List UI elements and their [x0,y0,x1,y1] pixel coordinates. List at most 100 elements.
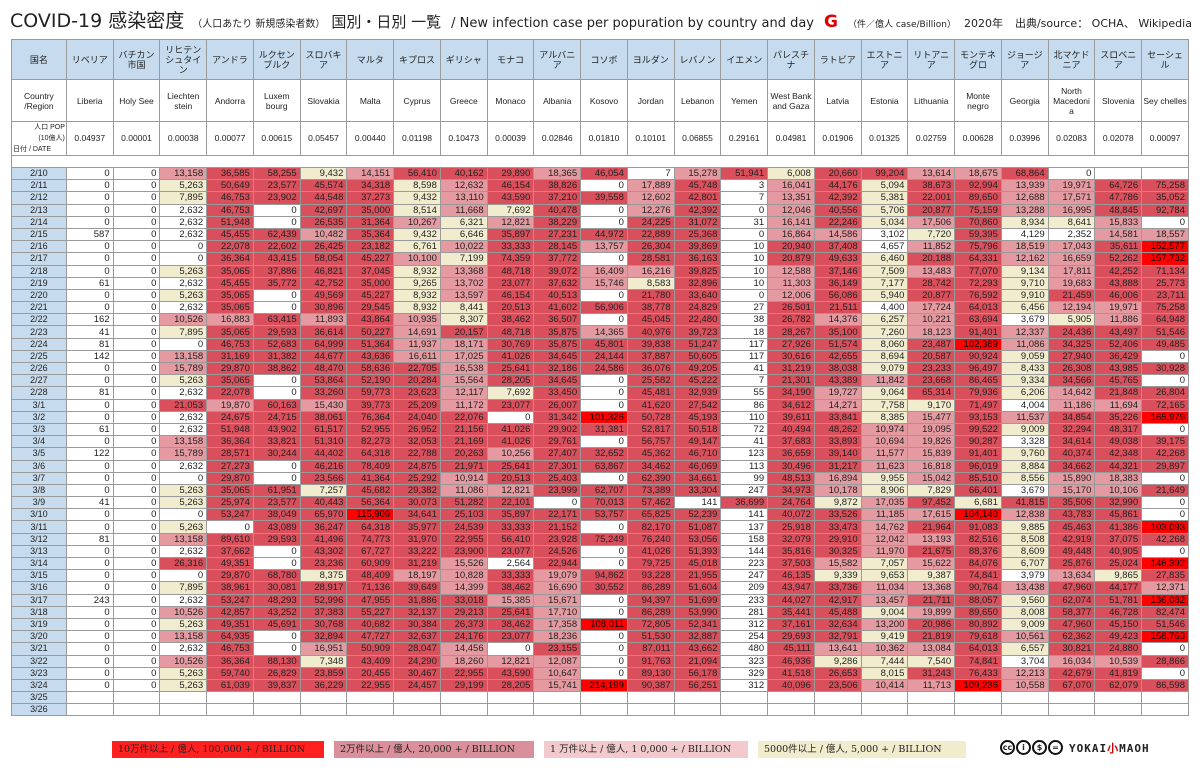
value-cell: 20,660 [813,166,862,181]
value-cell: 0 [159,508,208,522]
value-cell: 5,381 [860,191,909,205]
value-cell: 34,645 [533,374,582,388]
value-cell: 123 [720,447,769,461]
value-cell: 8,884 [1000,459,1049,473]
value-cell: 243 [65,593,114,607]
value-cell: 2,632 [159,227,208,242]
value-cell: 15,170 [1047,483,1096,498]
value-cell: 0 [112,215,161,229]
value-cell: 35,611 [1094,240,1143,254]
value-cell: 9,955 [860,471,909,485]
value-cell: 78,409 [346,459,395,473]
value-cell: 43,902 [252,422,301,437]
value-cell: 21,971 [439,459,488,473]
value-cell: 36,507 [533,313,582,327]
value-cell: 0 [112,471,161,485]
value-cell: 6,257 [860,313,909,327]
value-cell: 8,307 [439,313,488,327]
value-cell: 158,763 [1141,630,1189,644]
table-row: 3/19 0 0 5,263 49,351 45,691 30,768 40,682 30,38… [11,617,1189,632]
value-cell: 39,773 [346,398,395,412]
column-header-jp: マルタ [346,39,395,80]
value-cell: 64,318 [346,520,395,534]
value-cell: 11,303 [767,276,815,290]
value-cell: 0 [112,313,161,327]
value-cell: 96,019 [954,459,1002,473]
value-cell: 30,896 [299,301,348,315]
value-cell: 45,227 [346,288,395,303]
attribution-icon: i [1016,740,1031,755]
value-cell: 68,864 [1000,166,1049,181]
date-cell: 3/6 [11,459,67,473]
value-cell: 46,154 [486,288,535,303]
value-cell: 12,632 [439,179,488,193]
value-cell: 32,791 [813,630,862,644]
value-cell: 29,213 [439,605,488,619]
value-cell: 97,452 [907,496,956,510]
value-cell [767,691,815,705]
value-cell [907,691,956,705]
value-cell: 45,765 [1094,374,1143,388]
value-cell: 0 [252,215,301,229]
value-cell: 22,101 [486,496,535,510]
value-cell: 48,513 [767,471,815,485]
value-cell: 0 [65,581,114,595]
value-cell: 0 [112,654,161,668]
value-cell: 53,247 [206,593,254,607]
value-cell: 39,072 [533,264,582,278]
value-cell: 0 [1141,422,1189,437]
date-cell: 3/4 [11,435,67,449]
value-cell: 64,948 [1141,313,1189,327]
value-cell: 0 [112,569,161,583]
value-cell: 87,011 [626,642,675,656]
value-cell: 9,653 [860,569,909,583]
value-cell: 80,892 [954,617,1002,632]
value-cell: 7,720 [907,227,956,242]
value-cell: 247 [720,569,769,583]
value-cell: 7 [626,166,675,181]
value-cell: 6,460 [860,252,909,266]
value-cell: 46,753 [206,191,254,205]
value-cell: 0 [112,398,161,412]
value-cell: 49,147 [673,435,722,449]
table-row: 3/10 0 0 0 53,247 38,049 65,970 115,909 34,641 25… [11,508,1189,522]
value-cell: 0 [65,544,114,559]
value-cell: 39,838 [626,337,675,351]
value-cell: 46,216 [299,459,348,473]
value-cell: 13,158 [159,166,208,181]
value-cell: 43,636 [346,349,395,364]
value-cell: 46,154 [486,179,535,193]
value-cell: 26,501 [767,301,815,315]
corner-jp: 国名 [11,39,67,80]
value-cell: 0 [65,191,114,205]
value-cell: 32,939 [673,386,722,400]
table-row: 2/19 61 0 2,632 45,455 35,772 42,752 35,000 9,26… [11,276,1189,290]
value-cell: 51,530 [626,630,675,644]
value-cell: 19,727 [813,386,862,400]
table-row: 3/26 [11,703,1189,717]
value-cell: 29,382 [393,483,441,498]
value-cell: 3,679 [1000,483,1049,498]
value-cell: 42,348 [1094,447,1143,461]
date-cell: 3/16 [11,581,67,595]
column-header-en: West Bank and Gaza [767,79,815,122]
value-cell: 29,870 [206,569,254,583]
value-cell: 2,632 [159,593,208,607]
value-cell: 35,000 [346,203,395,217]
column-header-jp: エストニア [860,39,909,80]
value-cell: 3,328 [1000,435,1049,449]
value-cell: 72,805 [626,617,675,632]
column-population: 0.00440 [346,121,395,156]
value-cell: 37,772 [533,252,582,266]
value-cell: 6,008 [767,166,815,181]
value-cell [813,691,862,705]
date-cell: 3/12 [11,532,67,546]
value-cell: 73,389 [626,483,675,498]
value-cell: 0 [65,508,114,522]
value-cell: 32,137 [393,605,441,619]
value-cell: 11,086 [1000,337,1049,351]
value-cell: 0 [580,435,628,449]
value-cell: 32,294 [1047,422,1096,437]
value-cell: 8,934 [1000,215,1049,229]
value-cell: 8,375 [299,569,348,583]
